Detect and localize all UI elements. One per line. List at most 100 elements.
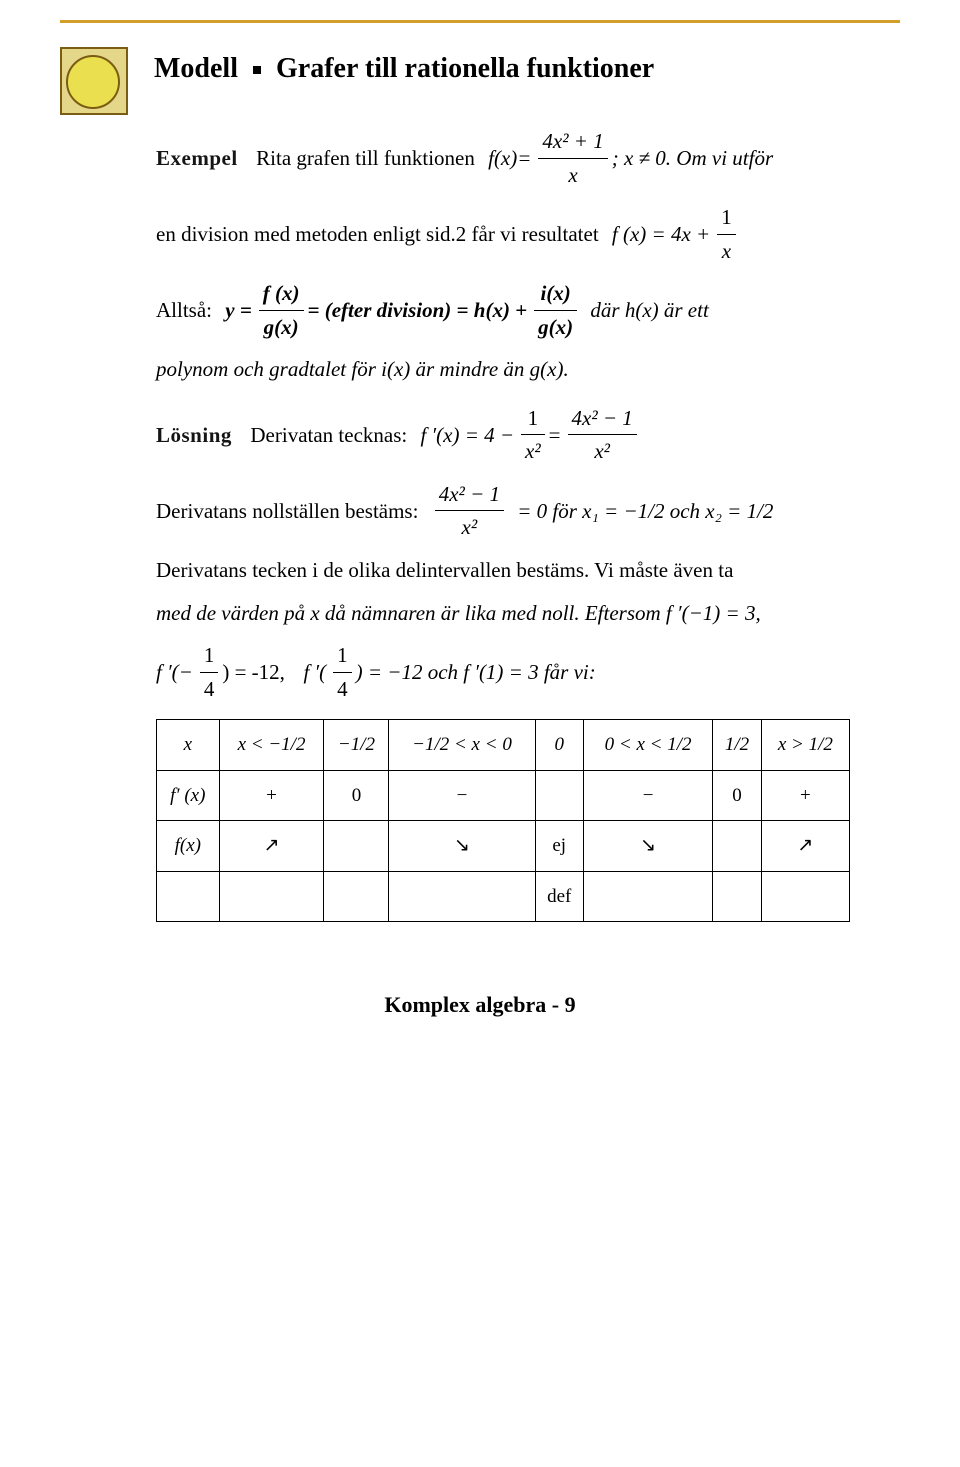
th: 0	[535, 720, 583, 770]
frac-den: 4	[200, 672, 219, 706]
losning-frac1: 1 x²	[521, 402, 545, 468]
row-label	[157, 871, 220, 921]
frac-den: 4	[333, 672, 352, 706]
frac-den: x²	[568, 434, 637, 468]
exempel-line-1: Exempel Rita grafen till funktionen f(x)…	[156, 125, 850, 191]
page: Modell Grafer till rationella funktioner…	[0, 20, 960, 1058]
row-label: f(x)	[157, 821, 220, 871]
title-bullet-icon	[253, 66, 261, 74]
alltsa-label: Alltså:	[156, 294, 212, 327]
cell: +	[761, 770, 849, 820]
cell: def	[535, 871, 583, 921]
frac-num: 4x² − 1	[435, 478, 504, 511]
logo-circle	[66, 55, 120, 109]
table-row: f′ (x) + 0 − − 0 +	[157, 770, 850, 820]
frac-den: g(x)	[259, 310, 304, 344]
title-suffix: Grafer till rationella funktioner	[276, 53, 654, 84]
row-label: f′ (x)	[157, 770, 220, 820]
cell	[219, 871, 324, 921]
exempel-cond: ; x ≠ 0. Om vi utför	[612, 142, 773, 175]
frac-den: x	[717, 234, 736, 268]
cell: ↗	[761, 821, 849, 871]
cell	[324, 871, 389, 921]
cell: +	[219, 770, 324, 820]
alltsa-frac-i: i(x) g(x)	[534, 277, 577, 343]
fpv-b-post: ) = −12 och f ′(1) = 3 får vi:	[356, 656, 596, 689]
frac-num: 1	[521, 402, 545, 435]
sign-table: x x < −1/2 −1/2 −1/2 < x < 0 0 0 < x < 1…	[156, 719, 850, 922]
th: 1/2	[713, 720, 761, 770]
noll-frac: 4x² − 1 x²	[435, 478, 504, 544]
frac-den: x²	[521, 434, 545, 468]
frac-num: 1	[200, 639, 219, 672]
fpv-a-pre: f ′(−	[156, 656, 193, 689]
cell: −	[389, 770, 535, 820]
cell	[713, 871, 761, 921]
eq-sign: =	[549, 419, 561, 452]
exempel-l2a: en division med metoden enligt sid.2 får…	[156, 218, 599, 251]
losning-frac2: 4x² − 1 x²	[568, 402, 637, 468]
cell	[535, 770, 583, 820]
exempel-fxeq: f(x)=	[488, 142, 531, 175]
cell	[761, 871, 849, 921]
exempel-frac1: 4x² + 1 x	[538, 125, 607, 191]
cell: 0	[324, 770, 389, 820]
losning-line: Lösning Derivatan tecknas: f ′(x) = 4 − …	[156, 402, 850, 468]
cell	[389, 871, 535, 921]
alltsa-lhs: y =	[225, 294, 252, 327]
cell: 0	[713, 770, 761, 820]
fpv-a-post: ) = -12,	[222, 656, 285, 689]
exempel-line-2: en division med metoden enligt sid.2 får…	[156, 201, 850, 267]
table-row: f(x) ↗ ↘ ej ↘ ↗	[157, 821, 850, 871]
fprime-expr: f ′(x) = 4 −	[420, 419, 514, 452]
cell	[324, 821, 389, 871]
table-row: x x < −1/2 −1/2 −1/2 < x < 0 0 0 < x < 1…	[157, 720, 850, 770]
alltsa-mid: = (efter division) = h(x) +	[308, 294, 528, 327]
res-frac: 1 x	[717, 201, 736, 267]
cell: −	[583, 770, 712, 820]
logo-icon	[60, 47, 128, 115]
tecken-l2: med de värden på x då nämnaren är lika m…	[156, 597, 850, 630]
title-prefix: Modell	[154, 53, 238, 84]
noll-text: Derivatans nollställen bestäms:	[156, 495, 418, 528]
frac-num: 1	[333, 639, 352, 672]
th: 0 < x < 1/2	[583, 720, 712, 770]
exempel-text-a: Rita grafen till funktionen	[256, 142, 475, 175]
alltsa-line-1: Alltså: y = f (x) g(x) = (efter division…	[156, 277, 850, 343]
cell	[583, 871, 712, 921]
table-row: def	[157, 871, 850, 921]
frac-den: x²	[435, 510, 504, 544]
content: Exempel Rita grafen till funktionen f(x)…	[0, 125, 960, 922]
alltsa-line-2: polynom och gradtalet för i(x) är mindre…	[156, 353, 850, 386]
cell: ↘	[389, 821, 535, 871]
th: x > 1/2	[761, 720, 849, 770]
cell	[713, 821, 761, 871]
th: −1/2 < x < 0	[389, 720, 535, 770]
noll-line: Derivatans nollställen bestäms: 4x² − 1 …	[156, 478, 850, 544]
th: x < −1/2	[219, 720, 324, 770]
cell: ej	[535, 821, 583, 871]
frac-num: 4x² + 1	[538, 125, 607, 158]
alltsa-tail: där h(x) är ett	[590, 294, 708, 327]
th: x	[157, 720, 220, 770]
top-rule	[60, 20, 900, 23]
fpv-frac-a: 1 4	[200, 639, 219, 705]
res-lhs: f (x) = 4x +	[612, 218, 710, 251]
cell: ↗	[219, 821, 324, 871]
noll-tail: = 0 för x₁ = −1/2 och x₂ = 1/2	[517, 495, 773, 528]
page-title: Modell Grafer till rationella funktioner	[154, 47, 654, 85]
losning-label: Lösning	[156, 419, 232, 452]
fpv-line: f ′(− 1 4 ) = -12, f ′( 1 4 ) = −12 och …	[156, 639, 850, 705]
frac-den: x	[538, 158, 607, 192]
header: Modell Grafer till rationella funktioner	[0, 47, 960, 125]
tecken-l1: Derivatans tecken i de olika delinterval…	[156, 554, 850, 587]
cell: ↘	[583, 821, 712, 871]
losning-text-a: Derivatan tecknas:	[250, 419, 407, 452]
frac-num: 1	[717, 201, 736, 234]
fpv-frac-b: 1 4	[333, 639, 352, 705]
page-footer: Komplex algebra - 9	[0, 952, 960, 1058]
fpv-b-pre: f ′(	[303, 656, 326, 689]
alltsa-frac-fy: f (x) g(x)	[259, 277, 304, 343]
frac-num: 4x² − 1	[568, 402, 637, 435]
exempel-label: Exempel	[156, 142, 238, 175]
